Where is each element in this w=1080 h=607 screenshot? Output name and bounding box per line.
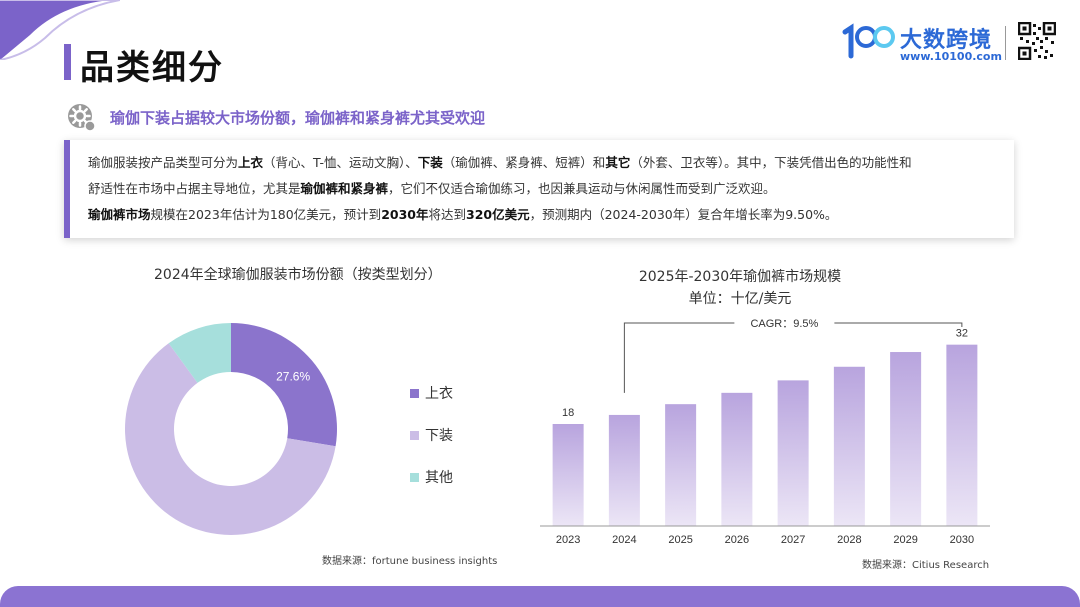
- x-tick-label: 2029: [893, 534, 917, 546]
- pie-chart-title: 2024年全球瑜伽服装市场份额（按类型划分）: [154, 267, 442, 283]
- bar-2030: [946, 344, 978, 526]
- x-tick-label: 2024: [612, 534, 636, 546]
- logo-mark-icon: [842, 23, 895, 59]
- x-tick-label: 2027: [781, 534, 805, 546]
- description-segment: （背心、T-恤、运动文胸）、: [263, 155, 418, 170]
- qr-code-icon: [1018, 22, 1056, 60]
- legend-item: 上衣: [410, 372, 453, 414]
- bar-2024: [608, 414, 640, 526]
- bottom-strip: [0, 586, 1080, 607]
- bar-2023: [552, 424, 584, 526]
- logo-separator: [1005, 26, 1006, 60]
- brand-logo[interactable]: 大数跨境 www.10100.com: [840, 20, 1060, 66]
- description-segment: 将达到: [428, 207, 466, 222]
- description-segment: （瑜伽裤、紧身裤、短裤）和: [442, 155, 606, 170]
- corner-decoration: [0, 0, 120, 60]
- description-line-3: 瑜伽裤市场规模在2023年估计为180亿美元，预计到2030年将达到320亿美元…: [88, 202, 998, 228]
- pie-slice-上衣: [231, 323, 337, 447]
- title-accent-bar: [64, 44, 71, 80]
- legend-item: 其他: [410, 456, 453, 498]
- bar-chart-title: 2025年-2030年瑜伽裤市场规模: [638, 269, 842, 285]
- x-tick-label: 2023: [556, 534, 580, 546]
- section-subtitle: 瑜伽下装占据较大市场份额，瑜伽裤和紧身裤尤其受欢迎: [110, 109, 486, 127]
- pie-chart: 27.6%: [125, 323, 337, 535]
- x-tick-label: 2030: [950, 534, 974, 546]
- pie-legend: 上衣 下装 其他: [410, 372, 453, 498]
- description-box: 瑜伽服装按产品类型可分为上衣（背心、T-恤、运动文胸）、下装（瑜伽裤、紧身裤、短…: [64, 140, 1014, 238]
- cagr-bracket-right: [834, 322, 963, 327]
- description-segment: （外套、卫衣等）。其中，下装凭借出色的功能性和: [630, 155, 912, 170]
- description-segment: ，它们不仅适合瑜伽练习，也因兼具运动与休闲属性而受到广泛欢迎。: [388, 181, 776, 196]
- description-segment: 2030年: [381, 207, 429, 222]
- gear-icon: [68, 104, 96, 132]
- bar-chart-unit: 单位：十亿/美元: [688, 291, 792, 307]
- cagr-bracket-left: [623, 322, 735, 393]
- pie-slice-label: 27.6%: [276, 369, 310, 383]
- description-segment: 瑜伽裤市场: [88, 207, 151, 222]
- description-segment: 舒适性在市场中占据主导地位，尤其是: [88, 181, 301, 196]
- bar-2026: [721, 392, 753, 526]
- x-tick-label: 2028: [837, 534, 861, 546]
- description-segment: 规模在2023年估计为180亿美元，预计到: [150, 207, 382, 222]
- legend-label: 下装: [425, 428, 453, 444]
- bar-source: 数据来源：Citius Research: [862, 560, 990, 571]
- logo-name: 大数跨境: [900, 28, 993, 53]
- legend-swatch: [410, 388, 419, 398]
- description-segment: 瑜伽裤和紧身裤: [300, 181, 389, 196]
- bar-2025: [665, 404, 697, 526]
- pie-slice-其他: [168, 323, 231, 383]
- bar-2027: [777, 380, 809, 526]
- cagr-annotation: CAGR：9.5%: [750, 318, 818, 330]
- description-segment: 瑜伽服装按产品类型可分为: [88, 155, 239, 170]
- description-segment: 320亿美元: [466, 207, 530, 222]
- logo-url: www.10100.com: [900, 50, 1002, 63]
- x-tick-label: 2026: [725, 534, 749, 546]
- bar-data-label: 18: [562, 407, 574, 419]
- pie-source: 数据来源：fortune business insights: [322, 556, 498, 567]
- description-line-1: 瑜伽服装按产品类型可分为上衣（背心、T-恤、运动文胸）、下装（瑜伽裤、紧身裤、短…: [88, 150, 998, 176]
- bar-chart: 2023 2024 2025 2026 2027 2028 2029 2030 18 32 CAGR…: [540, 318, 990, 546]
- description-segment: 其它: [605, 155, 631, 170]
- description-segment: 下装: [417, 155, 443, 170]
- bar-2028: [833, 366, 865, 526]
- x-tick-label: 2025: [668, 534, 692, 546]
- bar-chart-title-block: 2025年-2030年瑜伽裤市场规模 单位：十亿/美元: [600, 266, 880, 310]
- description-segment: ，预测期内（2024-2030年）复合年增长率为9.50%。: [529, 207, 838, 222]
- legend-swatch: [410, 430, 419, 440]
- bar-2029: [890, 352, 922, 526]
- legend-item: 下装: [410, 414, 453, 456]
- legend-label: 上衣: [425, 386, 453, 402]
- description-segment: 上衣: [238, 155, 264, 170]
- bar-data-label: 32: [956, 328, 968, 340]
- pie-slice-下装: [125, 343, 336, 535]
- legend-swatch: [410, 472, 419, 482]
- legend-label: 其他: [425, 470, 453, 486]
- page-title: 品类细分: [80, 48, 224, 88]
- description-line-2: 舒适性在市场中占据主导地位，尤其是瑜伽裤和紧身裤，它们不仅适合瑜伽练习，也因兼具…: [88, 176, 998, 202]
